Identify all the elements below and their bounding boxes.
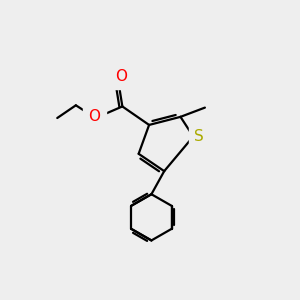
Text: S: S [194,129,204,144]
Text: O: O [88,109,101,124]
Text: O: O [115,69,127,84]
